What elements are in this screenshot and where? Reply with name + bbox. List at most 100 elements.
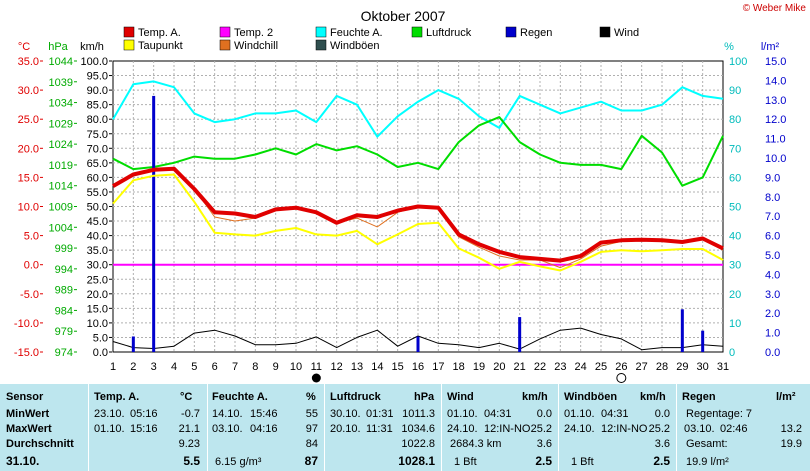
rain-tick-label: 11.0 <box>765 134 786 146</box>
min-feuchte-time: 15:46 <box>250 408 278 420</box>
avg-regen-value: 19.9 <box>780 438 802 450</box>
header-boeen: Windböen <box>564 391 618 403</box>
max-wind-time: 12:IN-NO <box>484 423 531 435</box>
wind-tick-label: 65.0 <box>87 158 108 170</box>
x-tick-label: 15 <box>392 361 404 373</box>
x-tick-label: 20 <box>493 361 505 373</box>
x-tick-label: 13 <box>351 361 363 373</box>
legend-swatch <box>315 26 327 38</box>
min-temp-date: 23.10. <box>94 408 125 420</box>
header-feuchte-unit: % <box>306 391 316 403</box>
rain-bar <box>680 309 684 352</box>
wind-tick-label: 10.0 <box>87 318 108 330</box>
legend-swatch <box>219 39 231 51</box>
wind-tick-label: 0.0 <box>93 347 108 359</box>
chart-legend: Temp. A. Temp. 2 Feuchte A. Luftdruck Regen W… <box>123 26 639 52</box>
rain-tick-label: 6.0 <box>765 231 780 243</box>
header-sensor: Sensor <box>6 391 44 403</box>
max-druck-date: 20.10. <box>330 423 361 435</box>
x-tick-label: 24 <box>575 361 587 373</box>
avg-druck-value: 1022.8 <box>401 438 435 450</box>
series-taupunkt-line <box>112 173 724 272</box>
wind-tick-label: 55.0 <box>87 187 108 199</box>
pressure-tick-label: 1024 <box>49 139 73 151</box>
max-feuchte-value: 97 <box>305 423 318 435</box>
rain-bar <box>701 330 705 352</box>
full-moon-icon <box>616 373 627 383</box>
header-wind: Wind <box>447 391 474 403</box>
header-temp-unit: °C <box>180 391 193 403</box>
humidity-tick-label: 30 <box>729 260 741 272</box>
legend-swatch <box>123 26 135 38</box>
x-tick-label: 3 <box>151 361 157 373</box>
humidity-tick-label: 40 <box>729 231 741 243</box>
max-temp-date: 01.10. <box>94 423 125 435</box>
legend-swatch <box>123 39 135 51</box>
min-boeen-value: 0.0 <box>654 408 670 420</box>
min-druck-date: 30.10. <box>330 408 361 420</box>
humidity-tick-label: 0 <box>729 347 735 359</box>
legend-label: Taupunkt <box>138 40 183 52</box>
header-luftdruck: Luftdruck <box>330 391 381 403</box>
rain-tick-label: 0.0 <box>765 347 780 359</box>
temp-tick-label: -15.0 <box>14 347 39 359</box>
x-tick-label: 27 <box>636 361 648 373</box>
series-wind-line <box>112 327 724 351</box>
min-druck-time: 01:31 <box>366 408 394 420</box>
pressure-tick-label: 984 <box>55 305 73 317</box>
rain-bar <box>152 95 156 353</box>
humidity-tick-label: 60 <box>729 172 741 184</box>
legend-label: Regen <box>520 27 552 39</box>
min-feuchte-date: 14.10. <box>212 408 243 420</box>
header-luftdruck-unit: hPa <box>414 391 435 403</box>
legend-swatch <box>219 26 231 38</box>
avg-wind-value: 3.6 <box>536 438 552 450</box>
pressure-tick-label: 999 <box>55 243 73 255</box>
x-tick-label: 5 <box>191 361 197 373</box>
x-tick-label: 28 <box>656 361 668 373</box>
x-tick-label: 17 <box>432 361 444 373</box>
x-tick-label: 14 <box>371 361 383 373</box>
series-luftdruck-line <box>112 116 724 187</box>
rain-tick-label: 5.0 <box>765 250 780 262</box>
rain-tick-label: 14.0 <box>765 75 786 87</box>
wind-tick-label: 85.0 <box>87 100 108 112</box>
max-regen-date: 03.10. <box>684 423 715 435</box>
wind-tick-label: 90.0 <box>87 85 108 97</box>
header-regen-unit: l/m² <box>776 391 796 403</box>
legend-label: Windchill <box>234 40 278 52</box>
max-wind-date: 24.10. <box>447 423 478 435</box>
x-tick-label: 16 <box>412 361 424 373</box>
cur-boeen-bft: 1 Bft <box>571 456 594 468</box>
rain-tick-label: 12.0 <box>765 114 786 126</box>
min-regen-text: Regentage: 7 <box>686 408 753 420</box>
cur-wind-value: 2.5 <box>535 454 552 468</box>
summary-table: Sensor Temp. A. °C Feuchte A. % Luftdruc… <box>0 384 810 471</box>
x-tick-label: 10 <box>290 361 302 373</box>
min-temp-time: 05:16 <box>130 408 158 420</box>
x-tick-label: 2 <box>130 361 136 373</box>
min-boeen-time: 04:31 <box>601 408 629 420</box>
legend-swatch <box>315 39 327 51</box>
max-feuchte-time: 04:16 <box>250 423 278 435</box>
max-temp-value: 21.1 <box>178 423 200 435</box>
copyright-text: © Weber Mike <box>743 3 807 14</box>
cur-boeen-value: 2.5 <box>653 454 670 468</box>
temp-tick-label: 30.0 <box>18 85 39 97</box>
legend-swatch <box>505 26 517 38</box>
max-wind-value: 25.2 <box>530 423 552 435</box>
legend-label: Temp. 2 <box>234 27 273 39</box>
rain-axis-unit: l/m² <box>761 41 780 53</box>
rain-tick-label: 1.0 <box>765 328 780 340</box>
wind-axis-unit: km/h <box>80 41 104 53</box>
plot-area: 35.030.025.020.015.010.05.00.0-5.0-10.0-… <box>14 56 786 383</box>
weather-chart: Oktober 2007 © Weber Mike Temp. A. Temp. … <box>14 3 807 383</box>
x-tick-label: 12 <box>331 361 343 373</box>
wind-tick-label: 75.0 <box>87 129 108 141</box>
wind-tick-label: 80.0 <box>87 114 108 126</box>
max-feuchte-date: 03.10. <box>212 423 243 435</box>
header-regen: Regen <box>682 391 716 403</box>
rain-bar <box>416 336 420 352</box>
wind-tick-label: 20.0 <box>87 289 108 301</box>
wind-tick-label: 40.0 <box>87 231 108 243</box>
